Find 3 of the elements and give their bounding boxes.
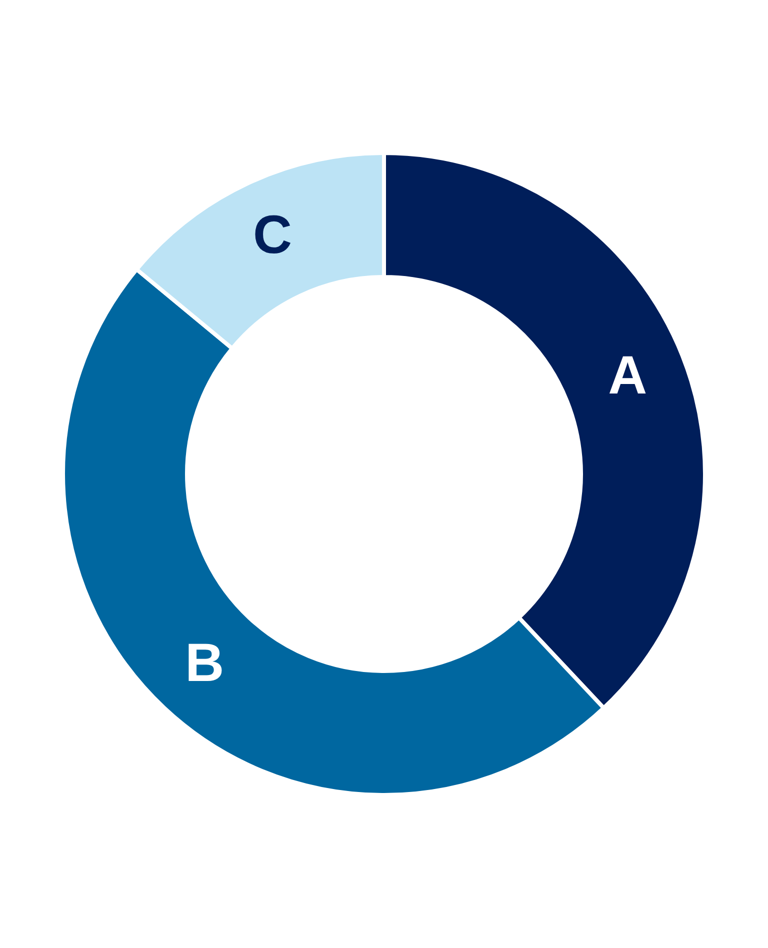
slice-label: C <box>252 204 292 265</box>
slice-label: B <box>185 632 224 693</box>
slice-label: A <box>608 346 648 406</box>
